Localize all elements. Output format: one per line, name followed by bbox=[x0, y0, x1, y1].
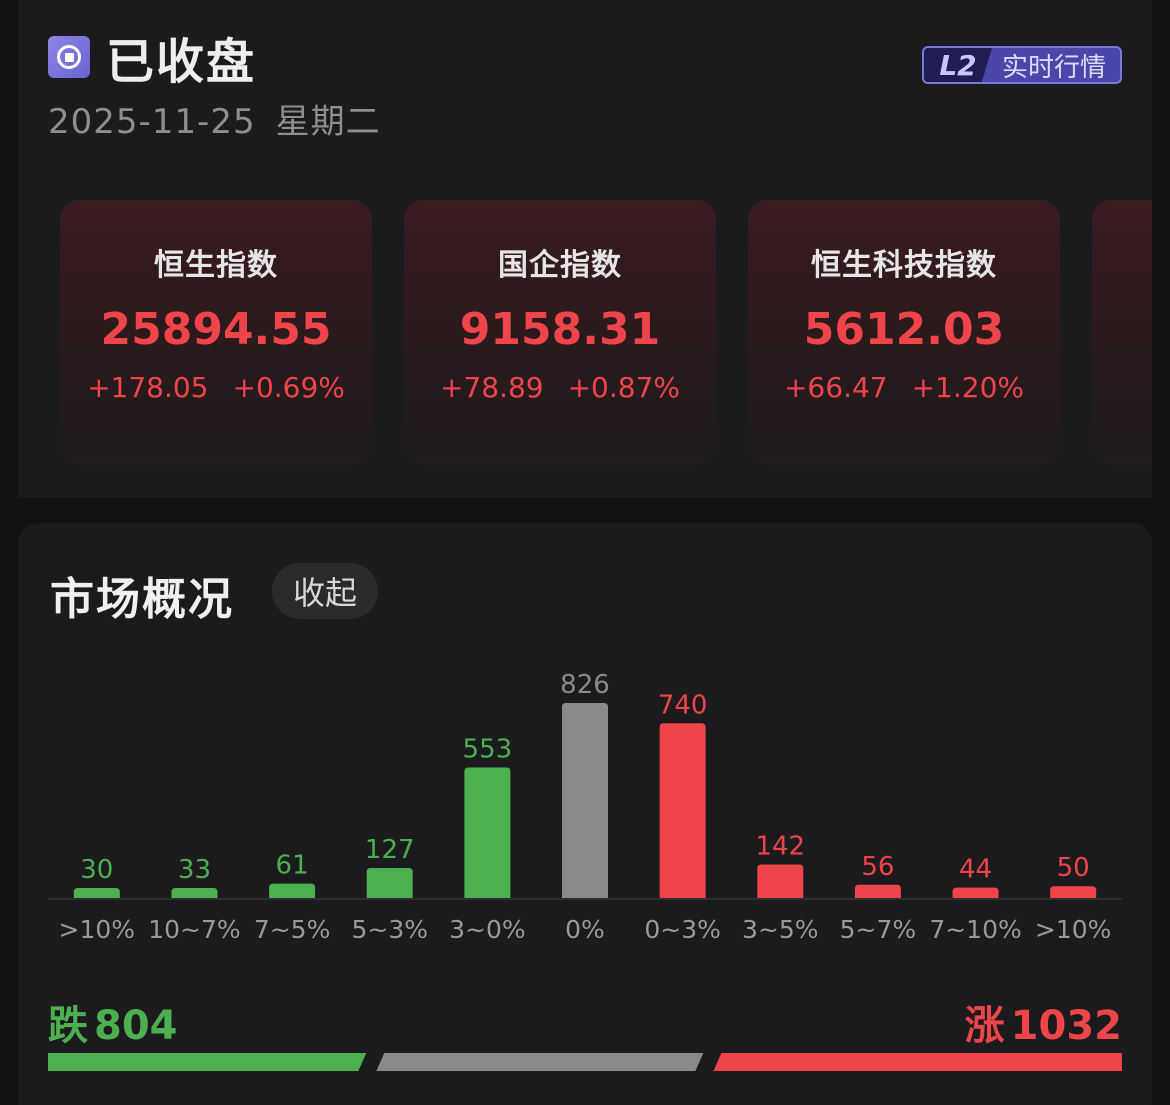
bar-value-label: 44 bbox=[959, 855, 992, 885]
index-card-hstech[interactable]: 恒生科技指数 5612.03 +66.47 +1.20% bbox=[748, 200, 1060, 466]
bar-value-label: 826 bbox=[560, 670, 610, 700]
distribution-chart: 30 >10% 33 10~7% 61 7~5% 127 5~3% 553 3~0% 826 0% 74… bbox=[48, 670, 1122, 944]
bar-10 bbox=[1050, 886, 1097, 898]
index-name: 国企指数 bbox=[498, 248, 622, 283]
market-overview-panel: 市场概况 收起 30 >10% 33 10~7% 61 7~5% 127 5~3% 553 3~0… bbox=[18, 523, 1152, 1105]
category-tick-label: 5~7% bbox=[840, 915, 917, 944]
category-tick-label: 10~7% bbox=[148, 915, 240, 944]
category-tick-label: 0~3% bbox=[644, 915, 721, 944]
market-overview-title: 市场概况 bbox=[50, 574, 234, 625]
bar-9 bbox=[952, 887, 999, 898]
fall-count: 804 bbox=[94, 1003, 178, 1049]
index-change: +66.47 bbox=[783, 371, 888, 404]
index-card-hsi[interactable]: 恒生指数 25894.55 +178.05 +0.69% bbox=[60, 200, 372, 466]
l2-realtime-button[interactable]: L2 实时行情 bbox=[922, 46, 1122, 84]
bar-value-label: 30 bbox=[80, 855, 113, 885]
bar-value-label: 553 bbox=[463, 734, 513, 764]
bar-value-label: 56 bbox=[861, 852, 894, 882]
index-change: +78.89 bbox=[439, 371, 544, 404]
rise-segment bbox=[713, 1053, 1122, 1071]
index-card-partial[interactable] bbox=[1092, 200, 1152, 466]
market-status-title: 已收盘 bbox=[106, 34, 257, 90]
flat-segment bbox=[376, 1053, 703, 1071]
bar-7 bbox=[757, 864, 804, 898]
market-status-panel: 已收盘 2025-11-25 星期二 L2 实时行情 恒生指数 25894.55 … bbox=[18, 0, 1152, 498]
index-changes: +78.89 +0.87% bbox=[404, 371, 716, 404]
index-card-hscei[interactable]: 国企指数 9158.31 +78.89 +0.87% bbox=[404, 200, 716, 466]
category-tick-label: 7~5% bbox=[254, 915, 331, 944]
rise-count: 1032 bbox=[1010, 1003, 1122, 1049]
trade-date: 2025-11-25 bbox=[48, 102, 256, 142]
weekday: 星期二 bbox=[275, 102, 381, 142]
index-changes: +178.05 +0.69% bbox=[60, 371, 372, 404]
bar-3 bbox=[366, 868, 413, 898]
index-percent: +1.20% bbox=[911, 371, 1025, 404]
bar-value-label: 142 bbox=[755, 831, 805, 861]
date-row: 2025-11-25 星期二 bbox=[48, 94, 381, 143]
index-value: 25894.55 bbox=[100, 304, 332, 355]
category-tick-label: >10% bbox=[1035, 915, 1112, 944]
category-tick-label: 5~3% bbox=[351, 915, 428, 944]
index-value: 9158.31 bbox=[459, 304, 661, 355]
index-percent: +0.87% bbox=[567, 371, 681, 404]
fall-label: 跌 bbox=[48, 1003, 88, 1049]
index-changes: +66.47 +1.20% bbox=[748, 371, 1060, 404]
bar-value-label: 33 bbox=[178, 855, 211, 885]
bar-0 bbox=[73, 888, 120, 898]
bar-1 bbox=[171, 888, 218, 898]
category-tick-label: 3~5% bbox=[742, 915, 819, 944]
index-change: +178.05 bbox=[87, 371, 209, 404]
index-value: 5612.03 bbox=[803, 304, 1005, 355]
bar-6 bbox=[659, 723, 706, 898]
bar-5 bbox=[562, 703, 608, 898]
rise-summary: 涨 1032 bbox=[965, 993, 1122, 1051]
bar-value-label: 740 bbox=[658, 690, 708, 720]
category-tick-label: 0% bbox=[565, 915, 605, 944]
index-percent: +0.69% bbox=[232, 371, 345, 404]
category-tick-label: 7~10% bbox=[929, 915, 1021, 944]
rise-label: 涨 bbox=[964, 1003, 1005, 1049]
category-tick-label: 3~0% bbox=[449, 915, 526, 944]
bar-4 bbox=[464, 767, 511, 898]
bar-value-label: 127 bbox=[365, 835, 415, 865]
rise-fall-ratio-bar bbox=[48, 1053, 1122, 1073]
fall-summary: 跌 804 bbox=[48, 993, 178, 1051]
collapse-button[interactable]: 收起 bbox=[272, 563, 378, 619]
stop-circle-icon bbox=[48, 36, 90, 78]
bar-2 bbox=[269, 883, 316, 898]
l2-tag: L2 bbox=[924, 48, 992, 82]
bar-8 bbox=[854, 884, 901, 898]
status-row: 已收盘 bbox=[48, 22, 256, 92]
index-name: 恒生科技指数 bbox=[811, 248, 997, 283]
fall-segment bbox=[48, 1053, 366, 1071]
bar-value-label: 50 bbox=[1057, 853, 1090, 883]
index-name: 恒生指数 bbox=[154, 248, 278, 283]
category-tick-label: >10% bbox=[59, 915, 136, 944]
bar-value-label: 61 bbox=[276, 851, 309, 881]
l2-label: 实时行情 bbox=[1002, 52, 1107, 83]
